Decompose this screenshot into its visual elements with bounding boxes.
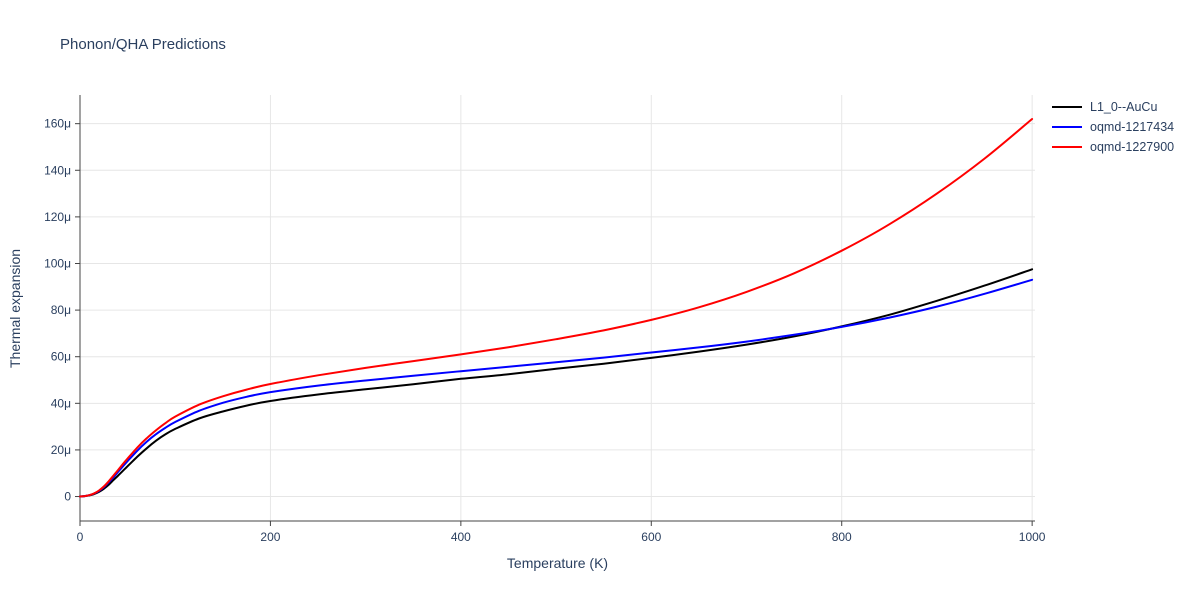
x-tick-label: 600 xyxy=(641,530,661,544)
legend-label: L1_0--AuCu xyxy=(1090,100,1158,114)
legend-line-sample xyxy=(1052,126,1082,128)
legend-label: oqmd-1217434 xyxy=(1090,120,1175,134)
x-tick-label: 200 xyxy=(260,530,280,544)
x-tick-label: 800 xyxy=(832,530,852,544)
y-tick-label: 140μ xyxy=(44,163,71,177)
legend-item-oqmd-1227900[interactable]: oqmd-1227900 xyxy=(1052,140,1174,154)
y-tick-label: 160μ xyxy=(44,117,71,131)
x-tick-label: 1000 xyxy=(1019,530,1046,544)
y-tick-label: 120μ xyxy=(44,210,71,224)
x-tick-label: 0 xyxy=(77,530,84,544)
chart-title: Phonon/QHA Predictions xyxy=(60,36,226,53)
legend-item-oqmd-1217434[interactable]: oqmd-1217434 xyxy=(1052,120,1174,134)
legend-item-L1_0--AuCu[interactable]: L1_0--AuCu xyxy=(1052,100,1174,114)
legend-label: oqmd-1227900 xyxy=(1090,140,1175,154)
y-tick-label: 40μ xyxy=(51,396,71,410)
y-tick-label: 0 xyxy=(64,490,71,504)
y-tick-label: 20μ xyxy=(51,443,71,457)
legend-line-sample xyxy=(1052,146,1082,148)
y-tick-label: 80μ xyxy=(51,303,71,317)
y-tick-label: 60μ xyxy=(51,350,71,364)
series-line-oqmd-1217434 xyxy=(79,278,1034,498)
y-tick-label: 100μ xyxy=(44,256,71,270)
legend: L1_0--AuCu oqmd-1217434 oqmd-1227900 xyxy=(1052,100,1174,154)
y-axis-label: Thermal expansion xyxy=(7,248,23,368)
x-axis-label: Temperature (K) xyxy=(506,555,609,571)
legend-line-sample xyxy=(1052,106,1082,108)
series-line-oqmd-1227900 xyxy=(79,118,1034,498)
x-tick-label: 400 xyxy=(451,530,471,544)
series-line-L1_0--AuCu xyxy=(79,268,1034,498)
